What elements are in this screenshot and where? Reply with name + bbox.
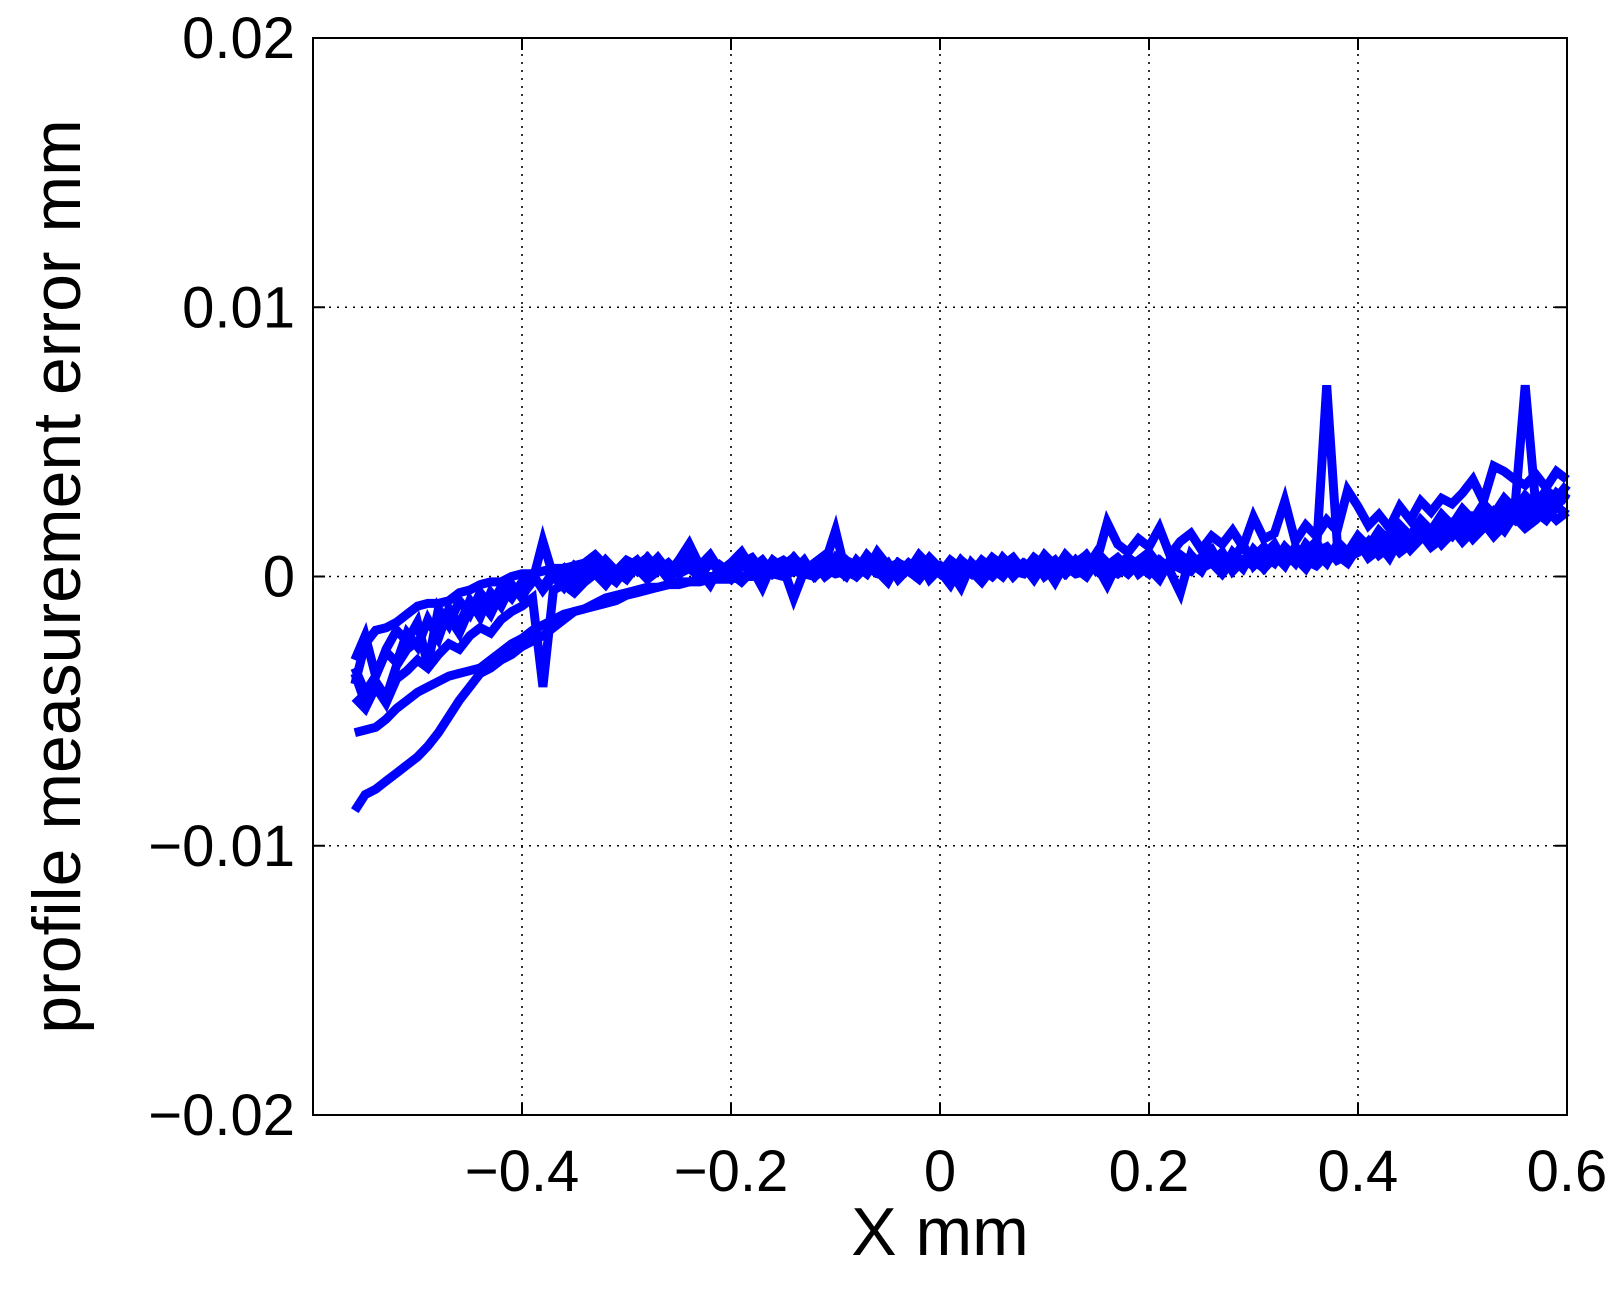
axis-ticks [313, 37, 1568, 1116]
x-axis-tick-labels: −0.4 −0.2 0 0.2 0.4 0.6 [465, 1139, 1608, 1204]
y-axis-label: profile measurement error mm [19, 119, 95, 1033]
x-tick-label: 0.4 [1318, 1139, 1399, 1204]
x-axis-label: X mm [851, 1194, 1029, 1270]
y-tick-label: 0.01 [182, 275, 295, 340]
y-axis-tick-labels: −0.02 −0.01 0 0.01 0.02 [148, 6, 295, 1148]
plot-series [350, 384, 1571, 814]
y-tick-label: 0.02 [182, 6, 295, 71]
series-line [350, 500, 1570, 715]
x-tick-label: −0.2 [674, 1139, 789, 1204]
x-tick-label: 0.6 [1527, 1139, 1608, 1204]
y-tick-label: 0 [263, 545, 295, 610]
x-tick-label: 0 [924, 1139, 956, 1204]
y-tick-label: −0.01 [148, 814, 295, 879]
x-tick-label: −0.4 [465, 1139, 580, 1204]
x-tick-label: 0.2 [1109, 1139, 1190, 1204]
y-tick-label: −0.02 [148, 1083, 295, 1148]
